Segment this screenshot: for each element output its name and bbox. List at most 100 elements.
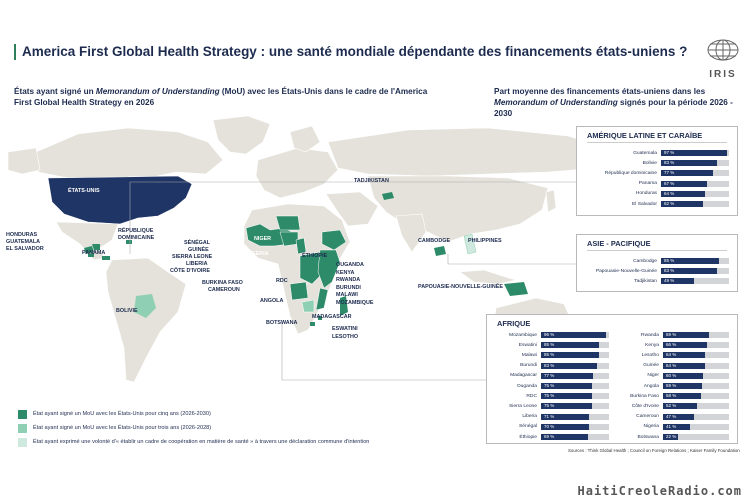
bar-label: Kenya [645, 342, 659, 348]
bar-row: El Salvador 62 % [581, 200, 729, 208]
bar-track: 41 % [663, 423, 729, 430]
honduras-shape [92, 244, 100, 250]
label-cameroon: CAMEROUN [208, 287, 240, 293]
eswatini-shape [318, 316, 322, 320]
bar-row: Niger 60 % [613, 372, 729, 380]
bar-row: Burundi 83 % [489, 362, 609, 370]
tajikistan-shape [382, 192, 394, 200]
bar-label: Sénégal [519, 424, 537, 430]
bar-label: Papouasie-Nouvelle-Guinée [595, 268, 657, 274]
bar-value: 64 % [666, 352, 677, 358]
bar-track: 85 % [541, 352, 609, 359]
bar-fill [541, 393, 592, 400]
madagascar-shape [340, 296, 348, 316]
label-madagascar: MADAGASCAR [312, 314, 352, 320]
bar-fill [541, 362, 598, 369]
middle-east-shape [325, 191, 379, 227]
bar-fill [661, 201, 704, 207]
bar-track: 70 % [541, 423, 609, 430]
panel-africa: AFRIQUE Mozambique 96 % Eswatini 85 % Malawi… [486, 314, 738, 444]
bar-track: 96 % [541, 332, 609, 338]
bar-row: Botswana 22 % [613, 433, 729, 441]
bar-value: 96 % [544, 332, 555, 337]
bar-value: 83 % [664, 160, 675, 166]
bar-label: Rwanda [641, 332, 659, 338]
bar-label: El Salvador [631, 201, 657, 207]
bar-fill [661, 190, 705, 197]
bar-track: 75 % [541, 403, 609, 410]
bar-fill [541, 372, 594, 379]
bar-fill [663, 434, 678, 440]
bar-fill [663, 413, 695, 420]
bar-label: Ouganda [516, 383, 537, 389]
label-rdc: RDC [276, 278, 288, 284]
panama-shape [102, 256, 110, 260]
legend-item-intent: État ayant exprimé une volonté d'« établ… [18, 436, 369, 448]
bar-fill [661, 160, 718, 167]
bar-label: Malawi [521, 352, 537, 358]
bar-label: Côte d'Ivoire [631, 403, 659, 409]
label-usa: ÉTATS-UNIS [68, 188, 100, 194]
bar-row: Madagascar 77 % [489, 372, 609, 380]
bar-value: 41 % [666, 423, 677, 429]
bar-value: 59 % [666, 383, 677, 388]
label-philippines: PHILIPPINES [468, 238, 502, 244]
bar-track: 85 % [661, 258, 729, 264]
bar-fill [663, 393, 702, 400]
bar-fill [663, 403, 698, 410]
legend-swatch-five-years [18, 409, 27, 419]
bar-fill [541, 423, 589, 430]
bar-label: Lesotho [641, 352, 659, 358]
label-senegal: SÉNÉGAL [184, 240, 211, 246]
bar-value: 52 % [666, 403, 677, 409]
label-guatemala: GUATEMALA [6, 239, 41, 245]
bar-track: 83 % [661, 268, 729, 274]
bar-fill [541, 352, 599, 359]
bar-fill [663, 362, 706, 369]
panel-subtitle-part1: Part moyenne des financements états-unie… [494, 87, 706, 96]
bar-label: Botswana [637, 434, 659, 440]
bar-value: 71 % [544, 413, 555, 419]
label-cambodia: CAMBODGE [418, 238, 451, 244]
bar-row: Tadjikistan 49 % [581, 277, 729, 285]
bar-row: République dominicaine 77 % [581, 169, 729, 177]
bar-fill [663, 372, 703, 379]
sources-note: Sources : Think Global Health ; Council … [568, 448, 740, 453]
bar-fill [663, 352, 706, 359]
bar-fill [663, 342, 707, 349]
bar-track: 47 % [663, 413, 729, 420]
bar-label: République dominicaine [604, 170, 657, 176]
bar-value: 22 % [666, 434, 677, 439]
bar-track: 59 % [663, 383, 729, 389]
bar-value: 75 % [544, 393, 555, 399]
angola-shape [289, 281, 309, 301]
legend-label-three-years: État ayant signé un MoU avec les États-U… [33, 425, 212, 431]
label-guinea: GUINÉE [188, 247, 209, 253]
bar-label: Bolivie [642, 160, 657, 166]
bar-value: 47 % [666, 413, 677, 419]
bar-label: Sierra Leone [508, 403, 537, 409]
legend-swatch-three-years [18, 423, 27, 433]
bar-row: Angola 59 % [613, 382, 729, 390]
bar-row: Nigeria 41 % [613, 423, 729, 431]
cambodia-shape [434, 246, 446, 256]
bar-row: Éthiopie 69 % [489, 433, 609, 441]
bar-label: Tadjikistan [634, 278, 657, 284]
bar-row: RDC 75 % [489, 392, 609, 400]
bar-value: 97 % [664, 150, 675, 155]
bar-value: 75 % [544, 383, 555, 388]
map-subtitle-part3: (MoU) avec les États-Unis dans le cadre … [14, 87, 428, 107]
label-eswatini: ESWATINI [332, 326, 358, 332]
label-burkina: BURKINA FASO [202, 280, 243, 286]
globe-icon [707, 39, 739, 61]
india-shape [395, 213, 427, 253]
bar-track: 58 % [663, 393, 729, 400]
bar-value: 67 % [664, 180, 675, 186]
panel-subtitle: Part moyenne des financements états-unie… [494, 86, 744, 119]
panel-latam: AMÉRIQUE LATINE ET CARAÏBE Guatemala 97 %… [576, 126, 738, 216]
bar-row: Papouasie-Nouvelle-Guinée 83 % [581, 267, 729, 275]
bar-track: 85 % [541, 342, 609, 349]
bar-value: 70 % [544, 423, 555, 429]
bar-row: Honduras 64 % [581, 190, 729, 198]
bar-row: Sierra Leone 75 % [489, 402, 609, 410]
